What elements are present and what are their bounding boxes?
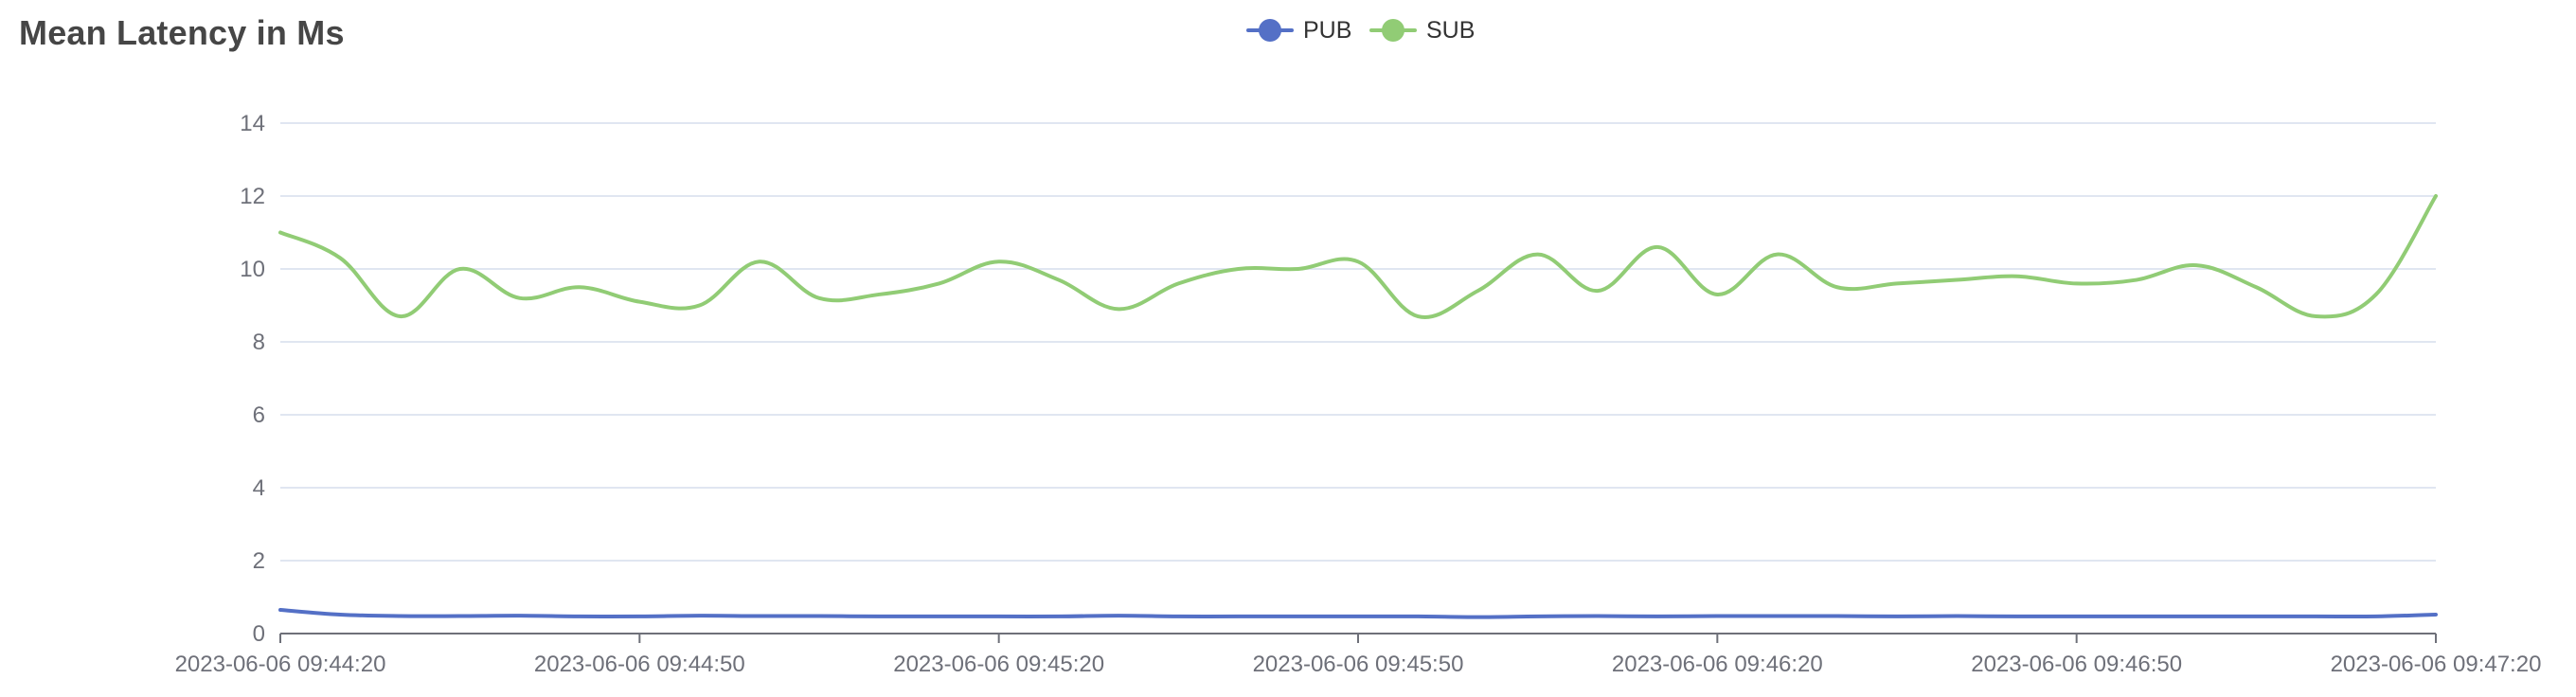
y-tick-label: 8	[253, 330, 265, 355]
y-tick-label: 12	[240, 184, 265, 209]
y-tick-label: 2	[253, 548, 265, 574]
x-tick-label: 2023-06-06 09:46:20	[1612, 652, 1823, 677]
x-tick-label: 2023-06-06 09:45:50	[1253, 652, 1464, 677]
legend-label-sub: SUB	[1426, 16, 1476, 44]
y-tick-label: 4	[253, 475, 265, 501]
legend: PUB SUB	[0, 11, 2576, 49]
x-tick-label: 2023-06-06 09:44:20	[175, 652, 386, 677]
chart-title: Mean Latency in Ms	[19, 13, 345, 52]
x-tick-label: 2023-06-06 09:45:20	[893, 652, 1104, 677]
legend-item-sub[interactable]: SUB	[1369, 11, 1475, 49]
legend-swatch-sub-icon	[1369, 17, 1417, 44]
legend-swatch-pub-icon	[1246, 17, 1294, 44]
series-line-pub	[278, 607, 2438, 619]
y-tick-label: 14	[240, 111, 265, 136]
legend-item-pub[interactable]: PUB	[1246, 11, 1351, 49]
y-axis-tick-labels: 0 2 4 6 8 10 12 14	[240, 111, 265, 647]
y-tick-label: 0	[253, 621, 265, 647]
legend-dot	[1259, 19, 1281, 42]
x-tick-label: 2023-06-06 09:44:50	[534, 652, 745, 677]
series-lines	[278, 194, 2438, 619]
x-tick-label: 2023-06-06 09:46:50	[1971, 652, 2182, 677]
legend-label-pub: PUB	[1303, 16, 1352, 44]
y-tick-label: 6	[253, 402, 265, 428]
series-line-sub	[278, 194, 2438, 319]
grid-lines	[280, 122, 2436, 562]
y-tick-label: 10	[240, 257, 265, 282]
x-tick-label: 2023-06-06 09:47:20	[2331, 652, 2542, 677]
x-axis: 2023-06-06 09:44:20 2023-06-06 09:44:50 20…	[175, 633, 2542, 677]
legend-dot	[1382, 19, 1404, 42]
